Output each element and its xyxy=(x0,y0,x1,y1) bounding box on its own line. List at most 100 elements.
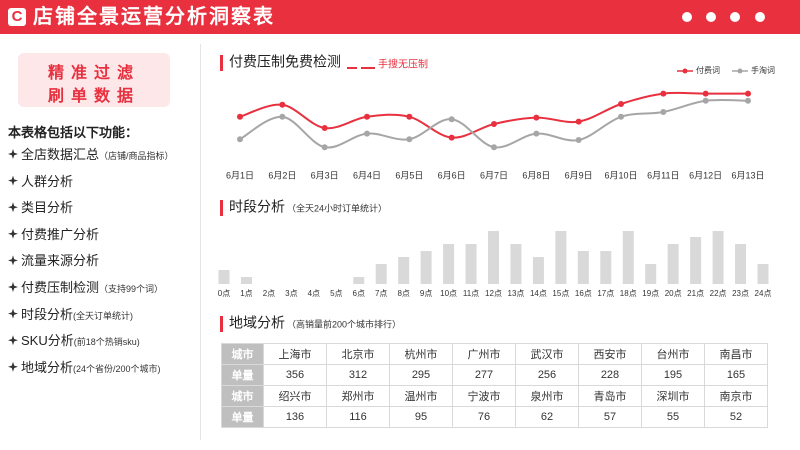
series-point xyxy=(448,116,455,123)
x-tick-label: 17点 xyxy=(597,289,614,298)
feature-label: 付费推广分析 xyxy=(21,226,100,242)
table-cell: 295 xyxy=(389,364,453,386)
section-marker xyxy=(220,316,223,332)
x-tick-label: 8点 xyxy=(397,289,409,298)
badge-line: 精准过滤 xyxy=(47,65,140,82)
feature-item: 付费推广分析 xyxy=(8,224,99,243)
feature-note: (全天订单统计) xyxy=(73,310,134,321)
bar xyxy=(375,264,387,284)
series-point xyxy=(448,134,455,141)
table-cell: 57 xyxy=(578,406,642,428)
bar xyxy=(443,244,455,284)
series-point xyxy=(491,144,497,151)
table-cell: 312 xyxy=(326,364,390,386)
feature-label: 全店数据汇总 xyxy=(21,147,100,162)
bar xyxy=(488,231,499,284)
header-dot xyxy=(755,12,765,22)
feature-label: 类目分析 xyxy=(21,200,74,216)
series-point xyxy=(702,97,709,104)
badge-line: 刷单数据 xyxy=(47,88,140,105)
bar xyxy=(240,277,252,284)
x-tick-label: 21点 xyxy=(687,289,704,298)
table-cell: 256 xyxy=(515,364,579,386)
x-tick-label: 6点 xyxy=(353,289,365,298)
bar xyxy=(690,237,702,284)
bar xyxy=(532,257,544,284)
table-cell: 95 xyxy=(389,406,453,428)
header: C 店铺全景运营分析洞察表 xyxy=(0,0,800,34)
logo: C xyxy=(8,8,26,26)
table-cell: 76 xyxy=(452,406,516,428)
feature-note: （店铺/商品指标） xyxy=(99,151,174,161)
table-cell: 52 xyxy=(704,406,768,428)
x-tick-label: 15点 xyxy=(552,289,569,298)
bar xyxy=(555,231,567,284)
table-cell: 温州市 xyxy=(389,385,453,407)
section-title: 地域分析 xyxy=(229,315,285,331)
x-tick-label: 2点 xyxy=(263,289,275,298)
table-row: 城市 上海市 北京市 杭州市 广州市 武汉市 西安市 台州市 南昌市 xyxy=(221,343,768,365)
table-cell: 泉州市 xyxy=(515,385,579,407)
series-point xyxy=(321,125,328,131)
x-tick-label: 12点 xyxy=(485,289,502,298)
section-subtitle: （高销量前200个城市排行） xyxy=(287,318,401,329)
x-tick-label: 3点 xyxy=(285,289,297,298)
series-point xyxy=(237,136,243,143)
bar xyxy=(353,277,365,284)
x-tick-label: 6月9日 xyxy=(565,170,593,180)
header-dot xyxy=(730,12,740,22)
x-tick-label: 6月12日 xyxy=(689,170,722,180)
x-tick-label: 14点 xyxy=(530,289,547,298)
x-tick-label: 7点 xyxy=(375,289,387,298)
bullet xyxy=(8,228,18,239)
table-cell: 武汉市 xyxy=(515,343,579,365)
table-row: 城市 绍兴市 郑州市 温州市 宁波市 泉州市 青岛市 深圳市 南京市 xyxy=(221,385,768,407)
feature-item: 全店数据汇总（店铺/商品指标） xyxy=(8,144,174,163)
feature-item: 付费压制检测（支持99个词） xyxy=(8,277,163,296)
table-cell: 宁波市 xyxy=(452,385,516,407)
series-point xyxy=(491,121,497,127)
series-point xyxy=(745,90,751,97)
series-point xyxy=(279,101,286,108)
table-cell: 62 xyxy=(515,406,579,428)
feature-item: 流量来源分析 xyxy=(8,250,99,269)
series-point xyxy=(533,114,540,121)
legend-dot xyxy=(682,68,688,74)
legend-label: 付费词 xyxy=(696,65,720,75)
table-cell: 228 xyxy=(578,364,642,386)
section-marker xyxy=(220,55,223,71)
table-cell: 南京市 xyxy=(704,385,768,407)
x-tick-label: 6月7日 xyxy=(480,170,508,180)
x-tick-label: 18点 xyxy=(620,289,637,298)
intro: 本表格包括以下功能： xyxy=(8,125,139,140)
feature-label: 地域分析 xyxy=(21,359,74,375)
x-tick-label: 6月1日 xyxy=(226,170,254,180)
x-tick-label: 9点 xyxy=(420,289,432,298)
table-cell: 北京市 xyxy=(326,343,390,365)
x-tick-label: 22点 xyxy=(710,289,727,298)
section-title: 时段分析 xyxy=(229,199,285,215)
bar xyxy=(712,231,724,284)
annotation: 手搜无压制 xyxy=(378,58,428,71)
feature-label: 人群分析 xyxy=(21,173,74,189)
series-point xyxy=(745,97,751,104)
x-tick-label: 6月2日 xyxy=(268,170,296,180)
header-dot xyxy=(706,12,716,22)
x-tick-label: 6月10日 xyxy=(604,170,637,180)
series-point xyxy=(237,113,243,120)
feature-label: 付费压制检测 xyxy=(21,280,100,295)
table-cell: 深圳市 xyxy=(641,385,705,407)
section-title: 付费压制免费检测 xyxy=(229,54,341,70)
series-point xyxy=(279,113,286,120)
feature-note: （支持99个词） xyxy=(99,284,164,294)
series-point xyxy=(575,137,582,143)
series-point xyxy=(702,90,709,97)
feature-item: 时段分析(全天订单统计) xyxy=(8,304,133,323)
feature-label: 流量来源分析 xyxy=(21,253,100,269)
bar xyxy=(757,264,769,284)
bullet xyxy=(8,255,18,266)
bullet xyxy=(8,149,18,159)
table-cell: 165 xyxy=(704,364,768,386)
bullet xyxy=(8,202,18,213)
x-tick-label: 6月5日 xyxy=(395,170,423,180)
